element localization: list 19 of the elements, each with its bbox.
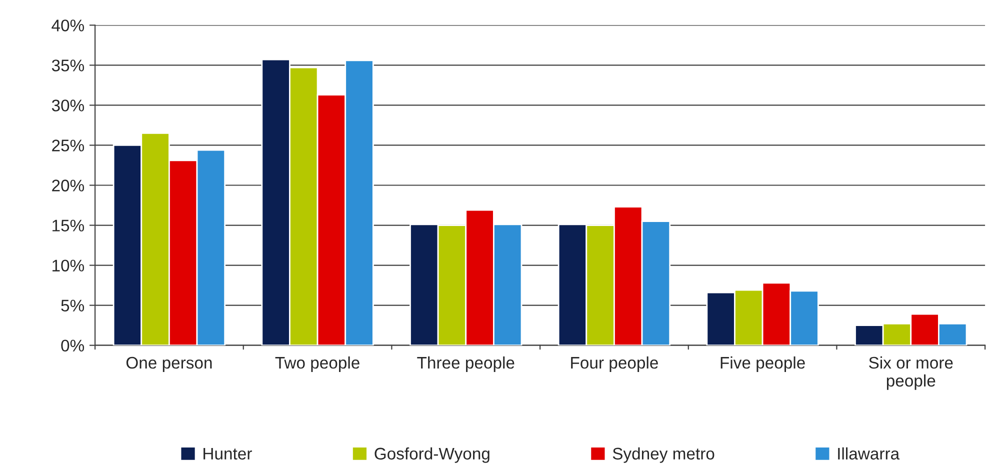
legend-label: Sydney metro: [612, 447, 714, 463]
x-tick-label: Five people: [720, 356, 805, 372]
y-tick-label: 35%: [52, 60, 84, 72]
legend-label: Hunter: [204, 448, 252, 460]
x-tick-label: Six or more people: [869, 356, 953, 390]
legend-label: Gosford-Wyong: [374, 447, 490, 463]
y-tick-label: 20%: [52, 180, 84, 192]
y-tick-label: 10%: [52, 260, 84, 272]
x-tick-label: Three people: [417, 356, 514, 372]
legend-label: Illawarra: [838, 447, 900, 460]
y-tick-label: 25%: [52, 140, 84, 152]
x-tick-label: Two people: [275, 356, 360, 372]
y-tick-label: 15%: [52, 220, 84, 232]
y-tick-label: 5%: [61, 300, 84, 312]
x-tick-label: One person: [126, 356, 212, 372]
y-tick-label: 40%: [52, 20, 84, 32]
y-tick-label: 30%: [52, 100, 84, 112]
y-tick-label: 0%: [61, 340, 84, 352]
x-tick-label: Four people: [571, 356, 658, 372]
